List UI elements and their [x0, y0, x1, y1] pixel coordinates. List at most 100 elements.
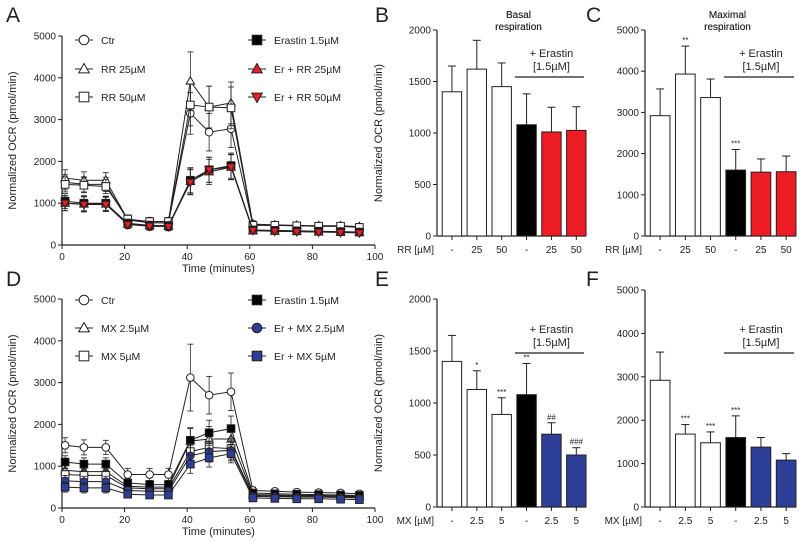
- bar: [466, 68, 488, 237]
- data-point: [225, 163, 237, 173]
- data-point: [101, 459, 111, 469]
- data-point: [60, 199, 71, 209]
- legend-marker: [77, 62, 91, 74]
- significance-label: ###: [570, 438, 584, 447]
- bar: [775, 459, 797, 508]
- legend-marker: [78, 350, 90, 362]
- panel-title: Maximal respiration: [704, 10, 751, 33]
- data-point: [186, 373, 195, 382]
- y-tick-label: 5000: [617, 286, 640, 297]
- panel-letter: D: [6, 268, 21, 291]
- x-tick-label: -: [525, 245, 528, 256]
- legend-label: Erastin 1.5µM: [274, 295, 339, 307]
- legend-entry: MX 5µM: [75, 350, 140, 363]
- series-6: [60, 444, 364, 504]
- y-tick-label: 3000: [34, 378, 57, 389]
- panel-c: C 0 1000 2000 3000 4000 5000 - ** 25 50 *** - 25 50 RR …: [586, 4, 797, 256]
- y-tick-label: 4000: [617, 329, 640, 340]
- data-point: [247, 226, 258, 236]
- panel-letter: B: [375, 4, 389, 27]
- panel-title: Basal respiration: [495, 10, 542, 33]
- y-tick-label: 3000: [617, 372, 640, 383]
- legend-label: Er + RR 50µM: [274, 92, 341, 104]
- data-point: [164, 490, 173, 500]
- data-point: [100, 200, 111, 210]
- erastin-label-line: + Erastin: [739, 48, 783, 60]
- bar: [649, 379, 671, 508]
- x-tick-label: -: [450, 245, 453, 256]
- x-tick-label: 40: [182, 252, 194, 263]
- data-point: [186, 100, 195, 110]
- panel-title-line: respiration: [495, 22, 542, 33]
- data-point: [123, 470, 133, 479]
- x-tick-label: 2.5: [678, 516, 692, 527]
- x-tick-label: -: [734, 245, 737, 256]
- data-point: [354, 229, 365, 239]
- significance-label: ***: [497, 388, 506, 397]
- data-point: [60, 457, 70, 467]
- x-tick-label: 20: [119, 252, 131, 263]
- data-point: [226, 449, 236, 458]
- panel-title-line: respiration: [704, 22, 751, 33]
- bar: [725, 169, 747, 237]
- data-point: [335, 228, 346, 238]
- significance-label: **: [523, 353, 529, 362]
- significance-label: ***: [731, 406, 740, 415]
- x-tick-label: 50: [705, 245, 717, 256]
- x-tick-label: 50: [571, 245, 583, 256]
- x-tick-label: 80: [307, 515, 319, 526]
- x-tick-label: -: [734, 516, 737, 527]
- legend-label: MX 2.5µM: [101, 323, 149, 335]
- x-tick-label: -: [658, 245, 661, 256]
- data-point: [60, 180, 70, 189]
- data-point: [79, 180, 89, 190]
- legend-marker: [251, 34, 263, 46]
- data-point: [101, 182, 111, 191]
- bar: [441, 91, 463, 237]
- x-tick-label: 40: [182, 515, 194, 526]
- y-tick-label: 0: [425, 503, 431, 514]
- y-tick-label: 4000: [34, 73, 57, 84]
- legend-entry: Ctr: [75, 34, 116, 47]
- panel-letter: E: [375, 268, 389, 291]
- data-point: [291, 228, 302, 238]
- y-tick-label: 500: [414, 180, 431, 191]
- legend-marker: [78, 34, 90, 46]
- x-axis-label: MX [µM]: [397, 516, 435, 527]
- y-tick-label: 2000: [617, 416, 640, 427]
- bar: [541, 433, 562, 508]
- legend-entry: Er + RR 25µM: [248, 62, 341, 76]
- legend-marker: [77, 321, 91, 333]
- y-tick-label: 4000: [617, 67, 640, 78]
- bar: [466, 388, 488, 508]
- panel-f: F 0 1000 2000 3000 4000 5000 - *** 2.5 *** 5 *** - 2.5…: [586, 10, 797, 527]
- bar: [674, 73, 696, 237]
- panel-title-line: Basal: [506, 10, 531, 21]
- panel-title-line: Maximal: [709, 10, 746, 21]
- data-point: [226, 387, 236, 397]
- erastin-label-line: [1.5µM]: [533, 337, 570, 349]
- data-point: [145, 470, 154, 479]
- panel-title-line: Maximal: [709, 10, 746, 21]
- y-tick-label: 2000: [409, 295, 432, 306]
- data-point: [79, 443, 89, 452]
- data-point: [101, 443, 111, 452]
- significance-label: **: [682, 36, 688, 45]
- data-point: [122, 220, 133, 230]
- legend-entry: MX 2.5µM: [75, 321, 149, 335]
- significance-label: ##: [547, 413, 556, 422]
- data-point: [144, 222, 155, 232]
- data-point: [226, 103, 236, 113]
- y-tick-label: 0: [50, 241, 56, 252]
- y-tick-label: 5000: [34, 295, 57, 306]
- y-axis-label: Normalized OCR (pmol/min): [7, 334, 19, 472]
- data-point: [355, 495, 364, 504]
- erastin-label-line: [1.5µM]: [742, 337, 779, 349]
- legend-entry: Ctr: [75, 294, 116, 307]
- panel-letter: F: [586, 268, 599, 291]
- y-tick-label: 0: [633, 503, 639, 514]
- x-tick-label: 5: [783, 516, 789, 527]
- data-point: [204, 453, 214, 463]
